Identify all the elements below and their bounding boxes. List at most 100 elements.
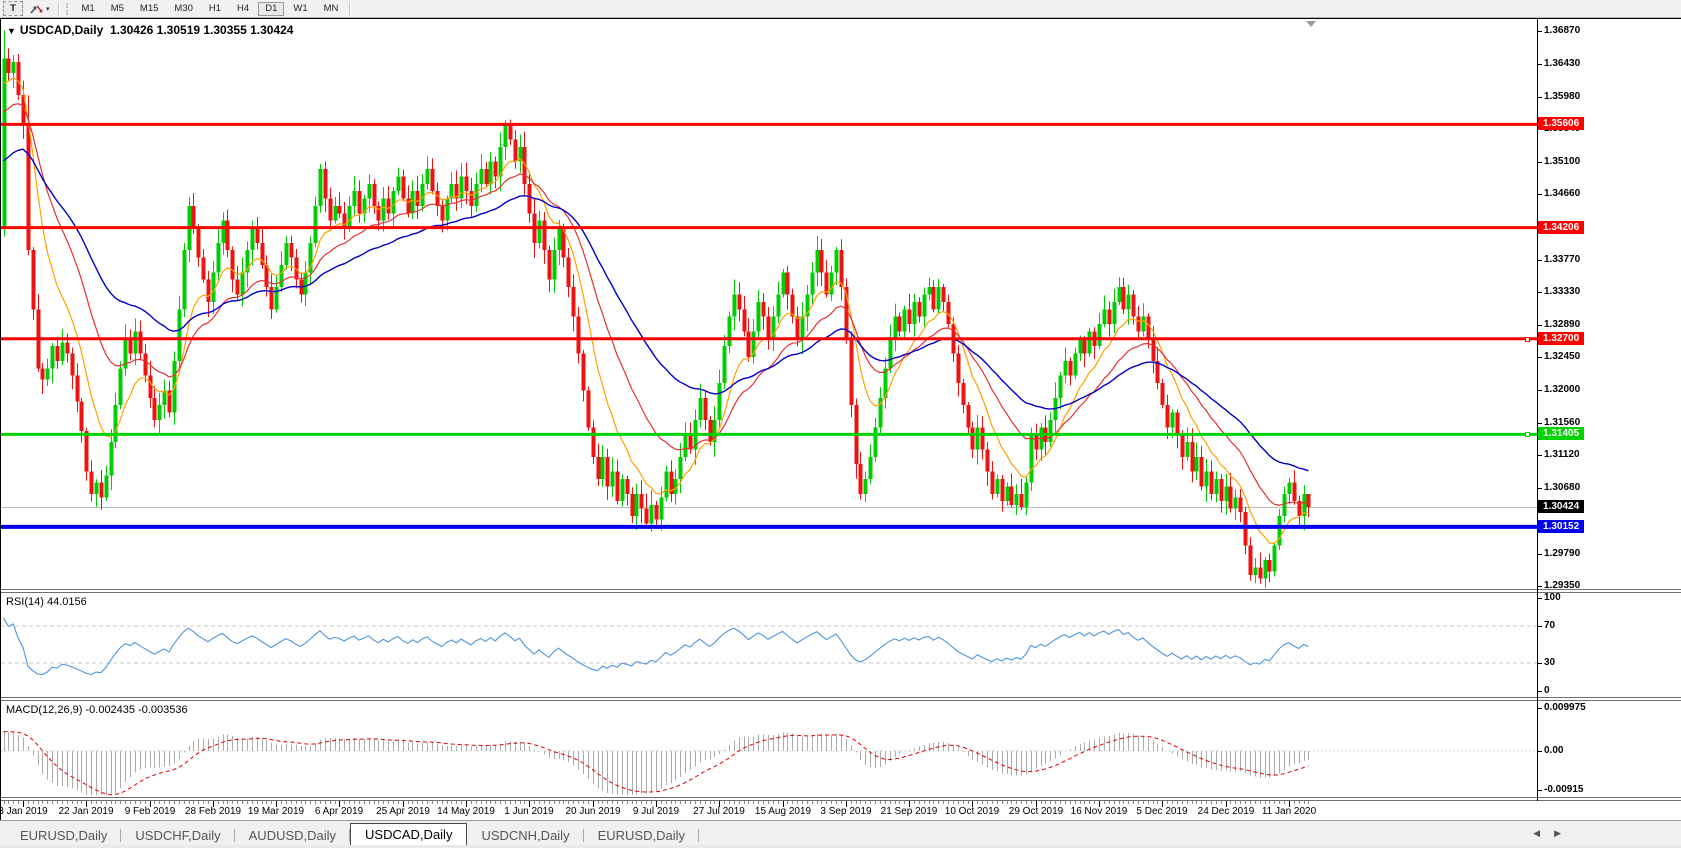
current-price-label: 1.30424 (1538, 500, 1585, 513)
candle-body (221, 220, 226, 243)
candle-body (342, 213, 347, 229)
macd-indicator-panel[interactable] (1, 701, 1537, 797)
candle-body (1165, 405, 1170, 428)
timeframe-button-d1[interactable]: D1 (258, 1, 285, 16)
candle-body (1146, 316, 1151, 339)
timeframe-button-m5[interactable]: M5 (110, 3, 124, 14)
candle-body (347, 205, 352, 229)
candle-body (391, 191, 396, 214)
rsi-indicator-panel[interactable] (1, 593, 1537, 697)
candle-body (40, 368, 45, 380)
panel-divider[interactable] (1, 697, 1681, 701)
candle-body (518, 146, 523, 162)
candle-body (586, 390, 591, 428)
pointer-tools-button[interactable]: ▾ (25, 1, 54, 16)
candle-body (1009, 486, 1014, 505)
date-label: 15 Aug 2019 (754, 806, 812, 817)
tab-scroll-left-icon[interactable]: ◀ (1533, 828, 1541, 838)
candle-body (634, 493, 639, 516)
price-tick-mark (1537, 260, 1542, 261)
ma-slow-line[interactable] (3, 148, 1309, 472)
candle-body (279, 264, 284, 288)
ma-fast-line[interactable] (3, 77, 1309, 545)
candle-body (230, 250, 235, 280)
timeframe-button-h4[interactable]: H4 (237, 3, 250, 14)
candle-body (566, 257, 571, 288)
collapse-triangle-icon[interactable]: ▼ (7, 26, 16, 36)
candle-body (732, 294, 737, 317)
timeframe-button-h1[interactable]: H1 (208, 3, 222, 14)
candle-body (162, 390, 167, 406)
chart-tab-audusd-daily[interactable]: AUDUSD,Daily (235, 826, 351, 845)
candle-body (474, 183, 479, 206)
candle-body (84, 431, 89, 472)
candles[interactable] (2, 30, 1311, 589)
candle-body (961, 383, 966, 406)
candle-body (328, 198, 333, 221)
panel-divider[interactable] (1, 589, 1681, 593)
candle-body (1297, 501, 1302, 516)
chart-tab-usdcad-daily[interactable]: USDCAD,Daily (350, 823, 468, 845)
macd-histogram (4, 731, 1309, 795)
candle-body (883, 368, 888, 398)
candle-body (893, 316, 898, 339)
rsi-level-label: 30 (1544, 657, 1556, 668)
date-axis[interactable]: 3 Jan 2019 22 Jan 2019 9 Feb 2019 28 Feb 20… (0, 801, 1537, 821)
timeframe-button-m15[interactable]: M15 (139, 3, 159, 14)
candle-body (138, 331, 143, 354)
timeframe-button-mn[interactable]: MN (323, 3, 339, 14)
price-tick-label: 1.33330 (1544, 286, 1581, 297)
toolbar-grip[interactable] (65, 2, 71, 15)
date-label: 29 Oct 2019 (1008, 806, 1064, 817)
timeframe-button-m30[interactable]: M30 (174, 3, 193, 14)
candle-body (785, 272, 790, 295)
candlestick-chart[interactable] (1, 19, 1537, 589)
candle-body (1292, 482, 1297, 502)
timeframe-button-m1[interactable]: M1 (81, 3, 95, 14)
price-tick-mark (1537, 455, 1542, 456)
candle-body (717, 383, 722, 420)
price-axis-border (1537, 19, 1538, 801)
candle-body (493, 161, 498, 177)
candle-body (756, 301, 761, 332)
candle-body (771, 316, 776, 339)
date-label: 3 Jan 2019 (0, 806, 48, 817)
candle-body (737, 294, 742, 310)
candle-body (527, 183, 532, 214)
chart-shift-marker-icon[interactable] (1306, 21, 1316, 27)
chart-tab-usdchf-daily[interactable]: USDCHF,Daily (121, 826, 235, 845)
rsi-label: RSI(14) 44.0156 (6, 596, 87, 608)
candle-body (966, 405, 971, 428)
date-label: 11 Jan 2020 (1261, 806, 1317, 817)
candle-body (907, 309, 912, 325)
chart-tab-eurusd-daily[interactable]: EURUSD,Daily (6, 826, 122, 845)
date-label: 24 Dec 2019 (1197, 806, 1255, 817)
chart-tab-usdcnh-daily[interactable]: USDCNH,Daily (467, 826, 584, 845)
candle-body (469, 191, 474, 206)
candle-body (99, 482, 104, 498)
candle-body (1019, 493, 1024, 508)
candle-body (79, 401, 84, 432)
price-tick-label: 1.36430 (1544, 58, 1581, 69)
chart-tab-eurusd-daily[interactable]: EURUSD,Daily (584, 826, 699, 845)
resistance-3-drag-handle[interactable] (1525, 337, 1530, 342)
candle-body (591, 427, 596, 457)
candle-body (381, 198, 386, 221)
candle-body (94, 482, 99, 494)
support-green-drag-handle[interactable] (1525, 432, 1530, 437)
dropdown-caret-icon: ▾ (46, 5, 50, 13)
candle-body (26, 124, 31, 251)
timeframe-button-w1[interactable]: W1 (293, 3, 308, 14)
candle-body (420, 183, 425, 206)
text-tool-button[interactable]: T (3, 1, 23, 16)
candle-body (815, 250, 820, 273)
tab-scroll-right-icon[interactable]: ▶ (1554, 828, 1561, 838)
candle-body (975, 427, 980, 450)
candle-body (552, 250, 557, 280)
candle-body (1024, 482, 1029, 508)
toolbar-separator (349, 2, 352, 15)
candle-body (1160, 383, 1165, 406)
candle-body (313, 205, 318, 243)
candle-body (406, 198, 411, 214)
candle-body (225, 220, 230, 251)
